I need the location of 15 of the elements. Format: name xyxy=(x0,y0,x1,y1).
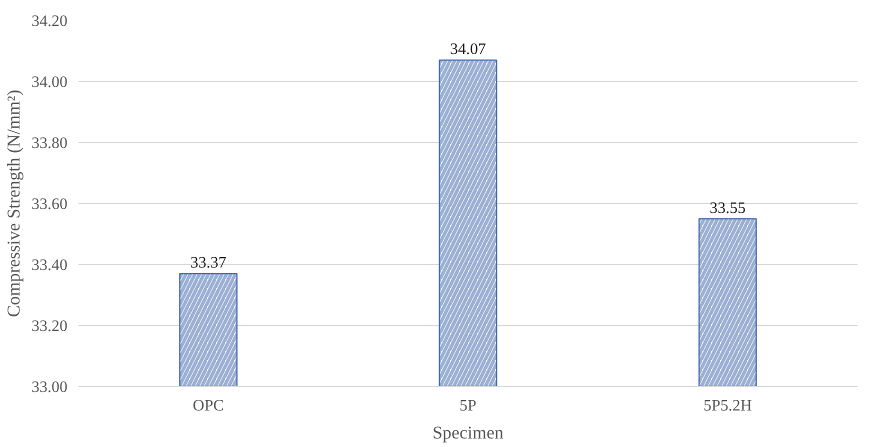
x-axis-title: Specimen xyxy=(432,422,504,442)
x-tick-label: 5P5.2H xyxy=(703,398,752,414)
y-tick-label: 33.40 xyxy=(32,257,68,274)
data-label: 34.07 xyxy=(450,41,486,58)
data-label: 33.37 xyxy=(190,254,226,272)
y-tick-label: 34.20 xyxy=(32,13,68,30)
y-tick-label: 33.60 xyxy=(32,196,68,213)
y-tick-label: 33.00 xyxy=(32,379,68,396)
y-tick-label: 33.20 xyxy=(32,318,68,335)
data-label: 33.55 xyxy=(710,200,746,217)
x-tick-label: 5P xyxy=(460,398,477,414)
y-tick-label: 33.80 xyxy=(32,135,68,152)
y-axis-title: Compressive Strength (N/mm²) xyxy=(4,90,24,318)
x-tick-label: OPC xyxy=(192,398,224,414)
y-tick-label: 34.00 xyxy=(32,74,68,91)
